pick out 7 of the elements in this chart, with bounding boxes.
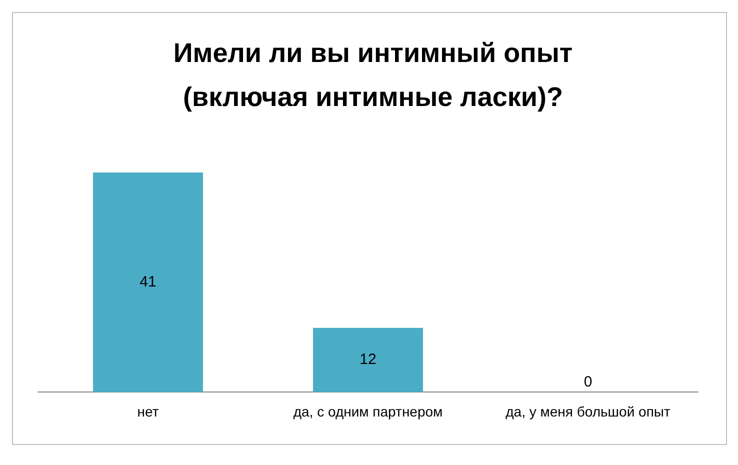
x-tick-label: нет — [137, 403, 160, 420]
data-label: 0 — [584, 373, 592, 390]
x-tick-label: да, с одним партнером — [293, 403, 443, 420]
data-label: 12 — [360, 351, 376, 368]
chart-title: Имели ли вы интимный опыт (включая интимные ласки)? — [172, 37, 574, 114]
data-label: 41 — [140, 273, 156, 290]
x-tick-label: да, у меня большой опыт — [506, 403, 671, 420]
